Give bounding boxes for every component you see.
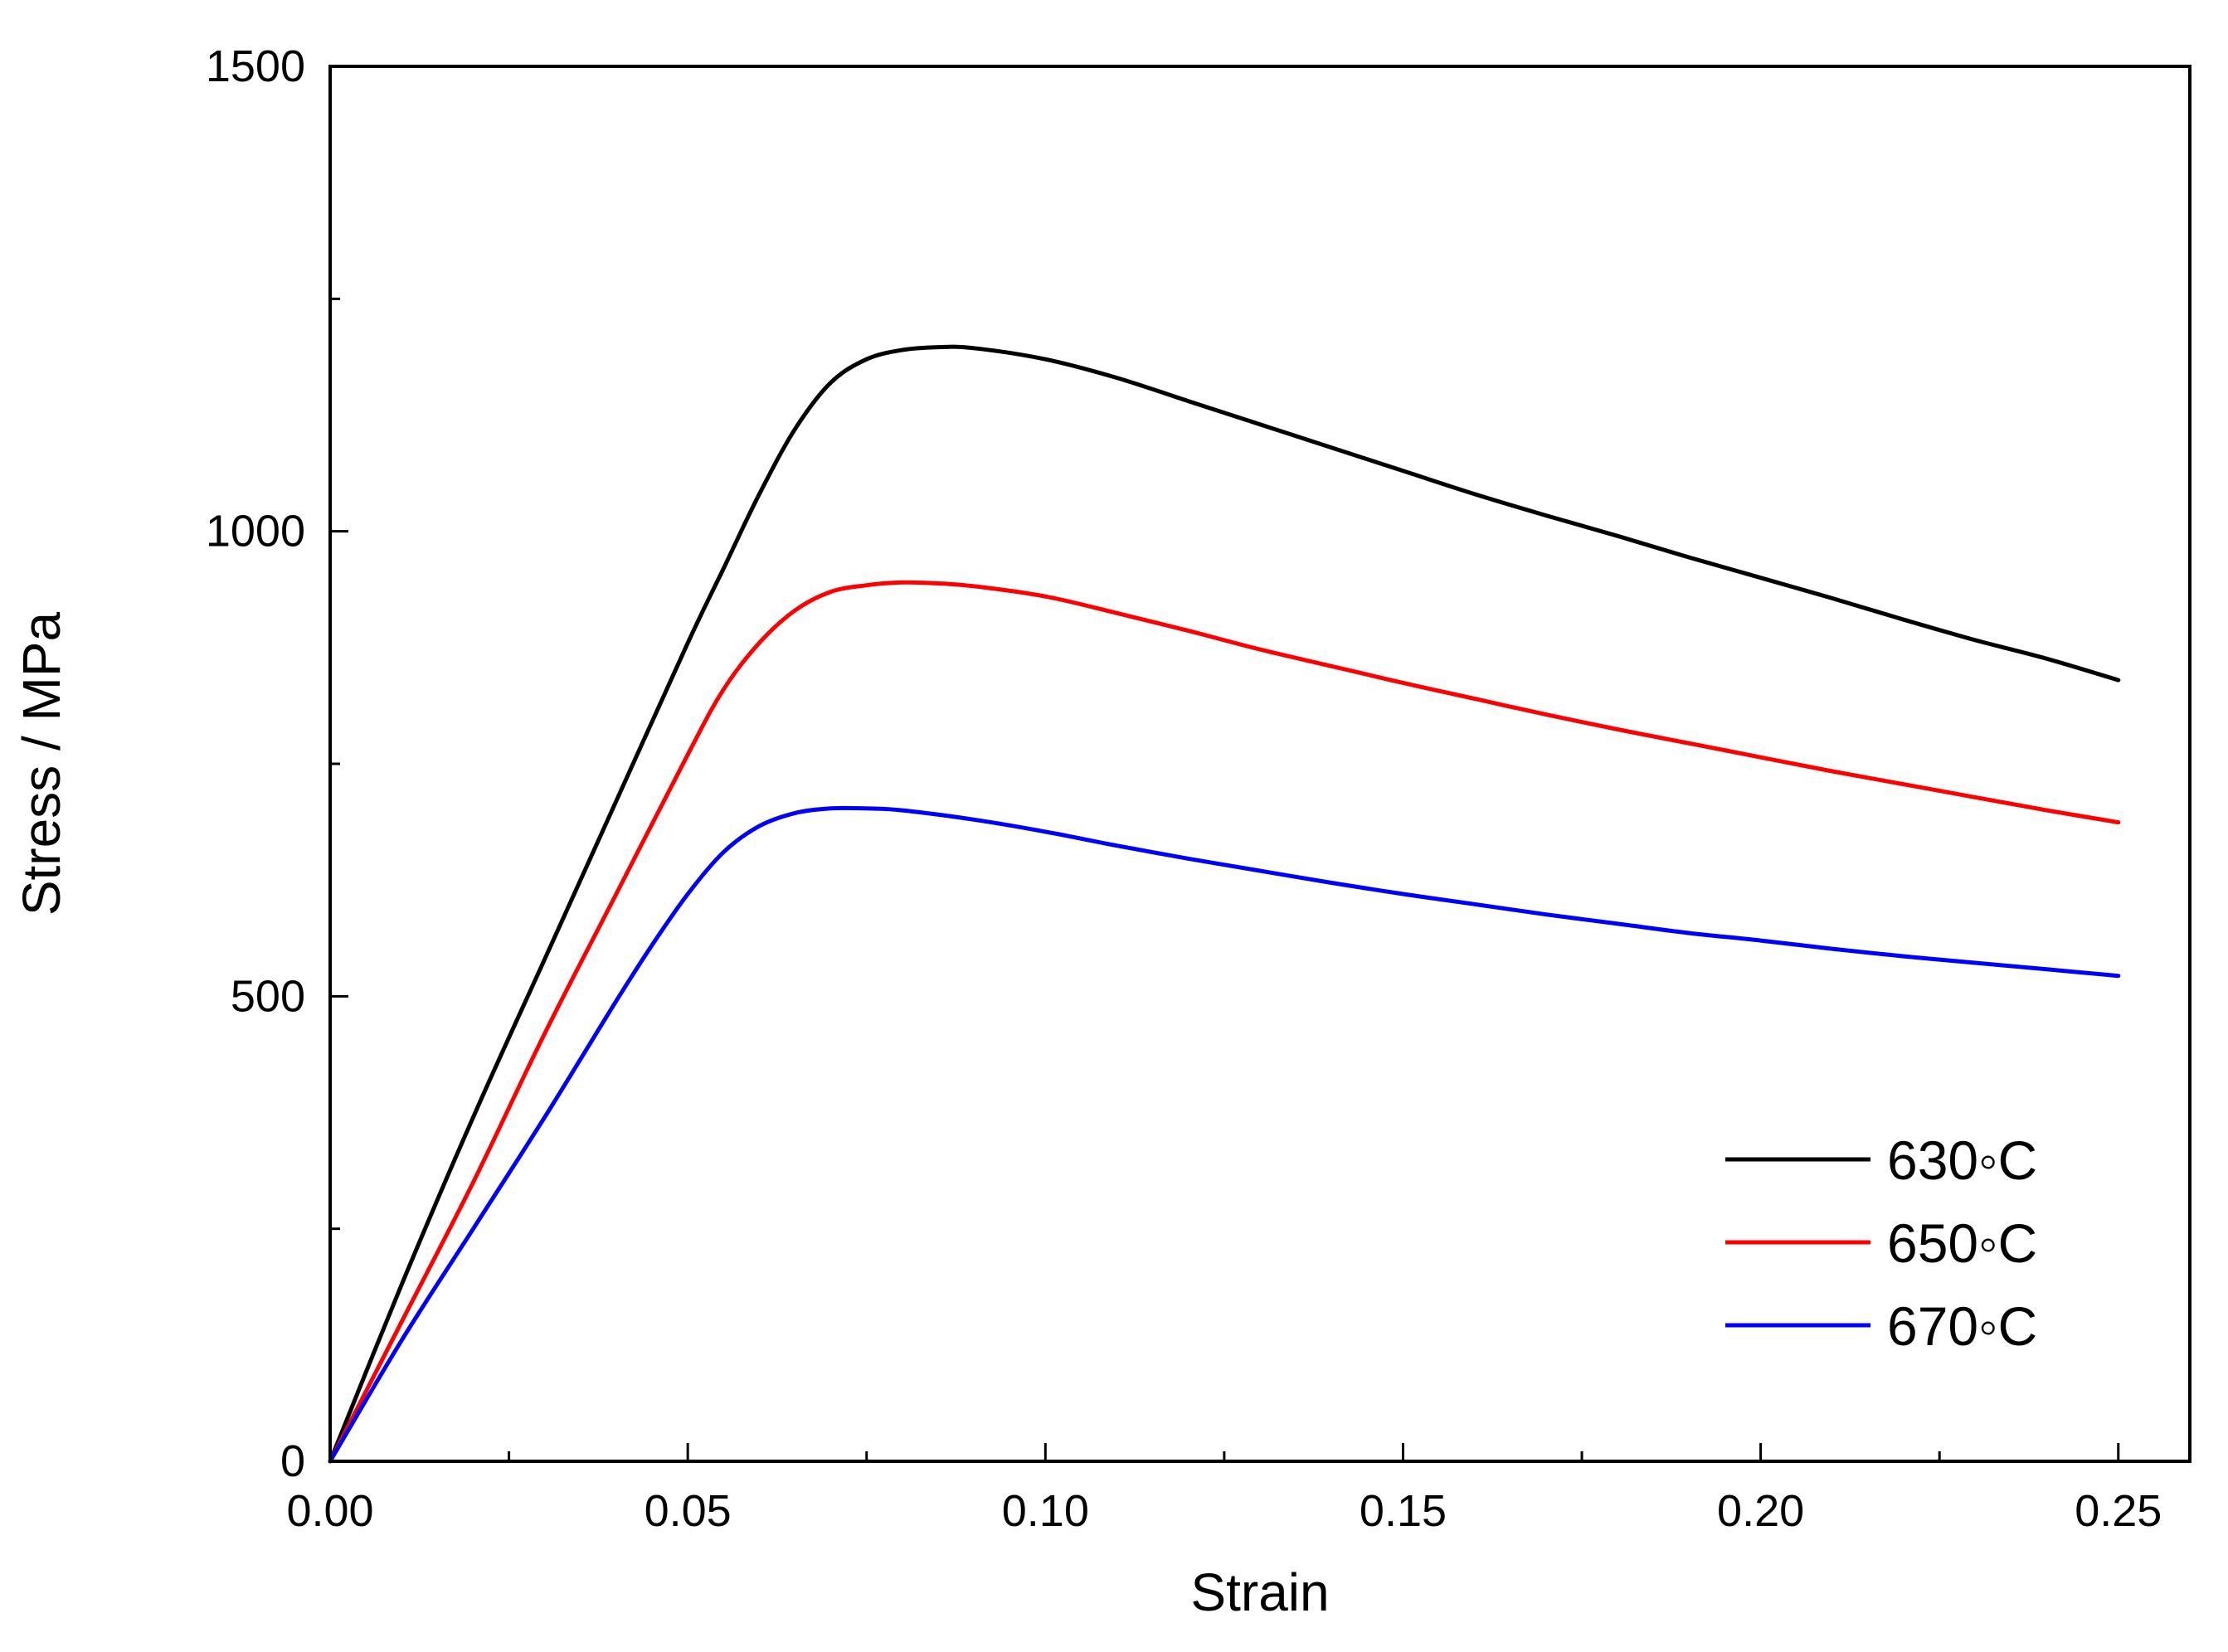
x-tick-label: 0.10: [1002, 1486, 1089, 1536]
y-tick-label: 1500: [206, 41, 305, 91]
legend-label-1: 650◦C: [1887, 1212, 2037, 1274]
x-tick-label: 0.25: [2075, 1486, 2162, 1536]
series-line-0: [328, 344, 2121, 1464]
series-line-2: [328, 805, 2121, 1464]
y-tick-label: 0: [280, 1436, 305, 1486]
series-layer: [328, 344, 2121, 1464]
y-axis-title: Stress / MPa: [12, 611, 71, 916]
x-axis-title: Strain: [1190, 1562, 1329, 1622]
legend: 630◦C 650◦C 670◦C: [1725, 1130, 2037, 1357]
y-tick-label: 500: [231, 971, 305, 1021]
x-tick-label: 0.15: [1360, 1486, 1447, 1536]
legend-label-0: 630◦C: [1887, 1130, 2037, 1191]
x-tick-label: 0.05: [645, 1486, 732, 1536]
ticks-layer: 0.00 0.05 0.10 0.15 0.20 0.25 0 500 1000 1500: [206, 41, 2162, 1536]
y-tick-label: 1000: [206, 507, 305, 556]
x-tick-label: 0.20: [1717, 1486, 1804, 1536]
series-line-1: [328, 580, 2121, 1464]
legend-label-2: 670◦C: [1887, 1295, 2037, 1357]
x-tick-label: 0.00: [286, 1486, 373, 1536]
